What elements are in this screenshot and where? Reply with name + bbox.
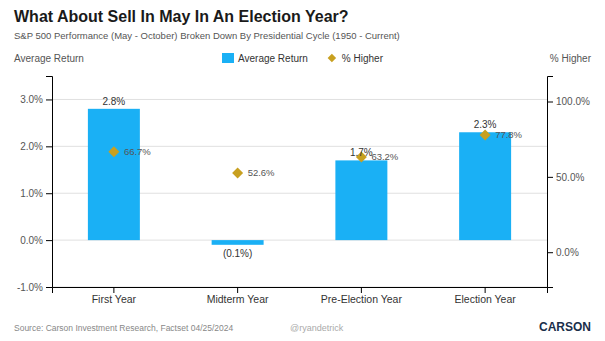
x-axis: First Year Midterm Year Pre-Election Year E… bbox=[53, 287, 548, 305]
marker-label: 63.2% bbox=[371, 151, 398, 162]
y-tick-label: 0.0% bbox=[20, 235, 43, 246]
marker bbox=[232, 167, 243, 178]
y2-tick-mark bbox=[547, 102, 553, 103]
y2-tick-mark bbox=[547, 252, 553, 253]
x-tick: Midterm Year bbox=[207, 287, 269, 305]
chart: What About Sell In May In An Election Ye… bbox=[0, 0, 605, 341]
annotation: @ryandetrick bbox=[290, 323, 344, 333]
marks bbox=[88, 109, 511, 245]
y-tick: -1.0% bbox=[17, 282, 52, 293]
x-tick: Pre-Election Year bbox=[321, 287, 403, 305]
y-tick-label: -1.0% bbox=[17, 282, 43, 293]
grid bbox=[52, 99, 547, 287]
x-tick: Election Year bbox=[454, 287, 516, 305]
x-tick-mark bbox=[361, 287, 362, 293]
y2-tick-label: 50.0% bbox=[556, 172, 584, 183]
y2-axis: 0.0% 50.0% 100.0% bbox=[547, 77, 590, 288]
subtitle: S&P 500 Performance (May - October) Brok… bbox=[14, 30, 400, 41]
y-tick-label: 3.0% bbox=[20, 94, 43, 105]
x-tick-label: First Year bbox=[92, 293, 137, 305]
marker-label: 77.8% bbox=[495, 129, 522, 140]
x-tick-mark bbox=[113, 287, 114, 293]
grid-line bbox=[52, 99, 547, 100]
data-labels: 2.8% (0.1%) 1.7% 2.3% 66.7% 52.6% 63.2% 77.8% bbox=[102, 96, 522, 259]
bar bbox=[88, 109, 140, 240]
y-tick: 3.0% bbox=[20, 94, 52, 105]
legend-item: Average Return bbox=[222, 53, 308, 64]
marker-label: 52.6% bbox=[248, 167, 275, 178]
y2-tick-mark bbox=[547, 177, 553, 178]
bar-label: 1.7% bbox=[350, 147, 373, 158]
legend-swatch bbox=[328, 54, 336, 62]
x-tick-label: Pre-Election Year bbox=[321, 293, 403, 305]
y-tick-label: 2.0% bbox=[20, 141, 43, 152]
annotation: CARSON bbox=[539, 320, 591, 334]
y-tick-mark bbox=[46, 99, 52, 100]
y2-axis-title: % Higher bbox=[550, 53, 592, 64]
x-tick-mark bbox=[237, 287, 238, 293]
x-tick: First Year bbox=[92, 287, 137, 305]
y-tick-mark bbox=[46, 146, 52, 147]
legend-label: % Higher bbox=[342, 53, 384, 64]
y-tick-mark bbox=[46, 193, 52, 194]
legend: Average Return % Higher bbox=[222, 53, 384, 64]
y-tick: 0.0% bbox=[20, 235, 52, 246]
bar-label: 2.3% bbox=[474, 119, 497, 130]
bar bbox=[459, 132, 511, 240]
marker bbox=[108, 146, 119, 157]
y-axis-title: Average Return bbox=[14, 53, 84, 64]
y2-tick-label: 0.0% bbox=[556, 247, 579, 258]
annotation: Source: Carson Investment Research, Fact… bbox=[14, 323, 234, 333]
x-tick-label: Election Year bbox=[454, 293, 516, 305]
y-tick: 2.0% bbox=[20, 141, 52, 152]
y-tick-label: 1.0% bbox=[20, 188, 43, 199]
title: What About Sell In May In An Election Ye… bbox=[14, 8, 349, 25]
legend-label: Average Return bbox=[238, 53, 308, 64]
x-tick-label: Midterm Year bbox=[207, 293, 269, 305]
legend-item: % Higher bbox=[328, 53, 384, 64]
bar-label: 2.8% bbox=[102, 96, 125, 107]
bar bbox=[335, 160, 387, 240]
bar-label: (0.1%) bbox=[223, 248, 252, 259]
y2-tick: 50.0% bbox=[547, 172, 584, 183]
legend-swatch bbox=[222, 53, 234, 63]
marker-label: 66.7% bbox=[124, 146, 151, 157]
y2-tick: 0.0% bbox=[547, 247, 579, 258]
plot: -1.0% 0.0% 1.0% 2.0% 3.0% 0.0% 50.0% 100.0% Firs… bbox=[17, 77, 590, 306]
y-axis-line bbox=[46, 77, 53, 288]
bar bbox=[212, 240, 264, 245]
y-tick-mark bbox=[46, 287, 52, 288]
y2-axis-line bbox=[548, 77, 554, 288]
marker bbox=[480, 129, 491, 140]
y2-tick: 100.0% bbox=[547, 96, 590, 107]
x-axis-line bbox=[53, 288, 548, 294]
y-tick-mark bbox=[46, 240, 52, 241]
y2-tick-label: 100.0% bbox=[556, 96, 590, 107]
y-axis: -1.0% 0.0% 1.0% 2.0% 3.0% bbox=[17, 77, 53, 293]
y-tick: 1.0% bbox=[20, 188, 52, 199]
x-tick-mark bbox=[485, 287, 486, 293]
